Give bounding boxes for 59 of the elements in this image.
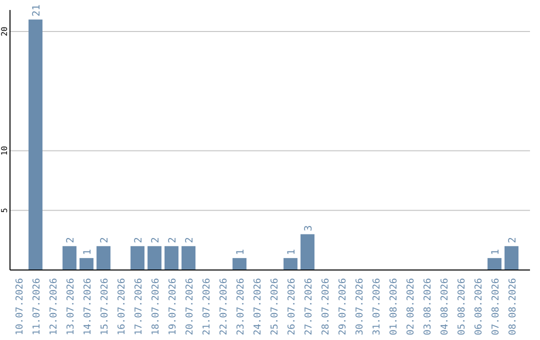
data-label: 1 <box>82 249 94 256</box>
bar <box>164 246 178 270</box>
data-label: 2 <box>150 237 162 244</box>
x-tick-label: 08.08.2026 <box>508 278 518 336</box>
data-label: 2 <box>508 237 518 244</box>
x-tick-label: 24.07.2026 <box>252 278 264 336</box>
bar <box>504 246 518 270</box>
bar <box>62 246 76 270</box>
bar <box>284 258 298 270</box>
y-tick-label: 20 <box>0 26 9 36</box>
data-label: 3 <box>304 225 314 232</box>
bar <box>28 20 42 270</box>
bar <box>130 246 144 270</box>
x-tick-label: 20.07.2026 <box>184 278 196 336</box>
bar <box>148 246 162 270</box>
bar <box>182 246 196 270</box>
x-tick-label: 21.07.2026 <box>202 278 212 336</box>
x-tick-label: 29.07.2026 <box>338 278 348 336</box>
data-label: 1 <box>490 249 502 256</box>
data-label: 2 <box>66 237 76 244</box>
x-tick-label: 31.07.2026 <box>372 278 382 336</box>
y-tick-label: 10 <box>0 146 9 156</box>
data-label: 2 <box>168 237 178 244</box>
x-tick-label: 10.07.2026 <box>14 278 26 336</box>
bar <box>96 246 110 270</box>
x-tick-label: 14.07.2026 <box>82 278 94 336</box>
x-tick-label: 22.07.2026 <box>218 278 230 336</box>
x-tick-label: 15.07.2026 <box>100 278 110 336</box>
x-tick-label: 28.07.2026 <box>320 278 332 336</box>
bar <box>80 258 94 270</box>
bar <box>488 258 502 270</box>
data-label: 1 <box>286 249 298 256</box>
x-tick-label: 02.08.2026 <box>406 278 416 336</box>
data-label: 1 <box>236 249 246 256</box>
x-tick-label: 06.08.2026 <box>474 278 484 336</box>
x-tick-label: 11.07.2026 <box>32 278 42 336</box>
x-tick-label: 26.07.2026 <box>286 278 298 336</box>
x-tick-label: 25.07.2026 <box>270 278 280 336</box>
x-tick-label: 07.08.2026 <box>490 278 502 336</box>
x-tick-label: 13.07.2026 <box>66 278 76 336</box>
x-tick-label: 16.07.2026 <box>116 278 128 336</box>
x-tick-label: 23.07.2026 <box>236 278 246 336</box>
x-tick-label: 19.07.2026 <box>168 278 178 336</box>
data-label: 2 <box>184 237 196 244</box>
x-tick-label: 17.07.2026 <box>134 278 144 336</box>
bar <box>300 234 314 270</box>
x-tick-label: 27.07.2026 <box>304 278 314 336</box>
x-tick-label: 04.08.2026 <box>440 278 450 336</box>
bar <box>232 258 246 270</box>
data-label: 2 <box>100 237 110 244</box>
x-tick-label: 18.07.2026 <box>150 278 162 336</box>
x-tick-label: 30.07.2026 <box>354 278 366 336</box>
x-tick-label: 01.08.2026 <box>388 278 400 336</box>
x-tick-label: 03.08.2026 <box>422 278 434 336</box>
y-tick-label: 5 <box>0 208 9 213</box>
x-tick-label: 12.07.2026 <box>48 278 60 336</box>
x-tick-label: 05.08.2026 <box>456 278 468 336</box>
data-label: 21 <box>32 4 42 17</box>
data-label: 2 <box>134 237 144 244</box>
